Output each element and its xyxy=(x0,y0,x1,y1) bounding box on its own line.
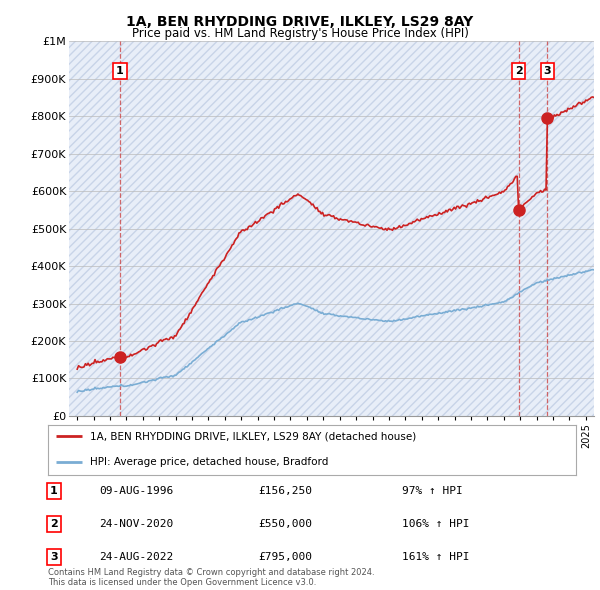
Text: 97% ↑ HPI: 97% ↑ HPI xyxy=(402,486,463,496)
Text: 2: 2 xyxy=(515,66,523,76)
Text: 161% ↑ HPI: 161% ↑ HPI xyxy=(402,552,470,562)
Text: £795,000: £795,000 xyxy=(258,552,312,562)
Text: £550,000: £550,000 xyxy=(258,519,312,529)
Text: 1A, BEN RHYDDING DRIVE, ILKLEY, LS29 8AY: 1A, BEN RHYDDING DRIVE, ILKLEY, LS29 8AY xyxy=(127,15,473,29)
Text: 1: 1 xyxy=(50,486,58,496)
Text: 2: 2 xyxy=(50,519,58,529)
Text: £156,250: £156,250 xyxy=(258,486,312,496)
Text: 09-AUG-1996: 09-AUG-1996 xyxy=(99,486,173,496)
Text: 3: 3 xyxy=(50,552,58,562)
Text: 1: 1 xyxy=(116,66,124,76)
Text: HPI: Average price, detached house, Bradford: HPI: Average price, detached house, Brad… xyxy=(90,457,329,467)
Text: 106% ↑ HPI: 106% ↑ HPI xyxy=(402,519,470,529)
Text: 24-AUG-2022: 24-AUG-2022 xyxy=(99,552,173,562)
Text: 3: 3 xyxy=(544,66,551,76)
Text: Contains HM Land Registry data © Crown copyright and database right 2024.
This d: Contains HM Land Registry data © Crown c… xyxy=(48,568,374,587)
Text: Price paid vs. HM Land Registry's House Price Index (HPI): Price paid vs. HM Land Registry's House … xyxy=(131,27,469,40)
Text: 1A, BEN RHYDDING DRIVE, ILKLEY, LS29 8AY (detached house): 1A, BEN RHYDDING DRIVE, ILKLEY, LS29 8AY… xyxy=(90,431,416,441)
Text: 24-NOV-2020: 24-NOV-2020 xyxy=(99,519,173,529)
